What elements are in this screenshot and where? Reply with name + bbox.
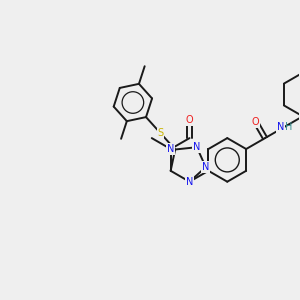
Text: N: N [202,162,209,172]
Text: O: O [186,115,193,125]
Text: S: S [158,128,164,138]
Text: N: N [186,177,193,187]
Text: O: O [252,117,260,127]
Text: N: N [193,142,200,152]
Text: H: H [285,122,292,132]
Text: N: N [167,144,174,154]
Text: N: N [277,122,284,132]
